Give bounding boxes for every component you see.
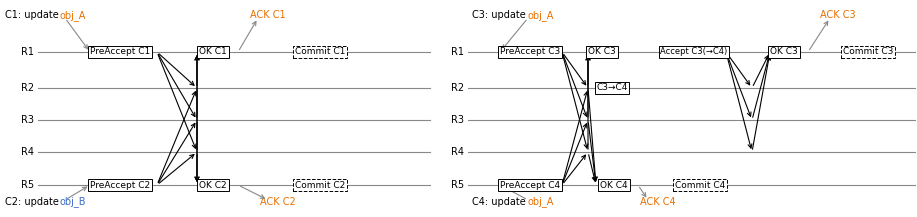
Text: Commit C1: Commit C1 [294,48,345,56]
Text: R3: R3 [451,115,464,125]
Text: PreAccept C2: PreAccept C2 [90,181,150,189]
Text: Commit C4: Commit C4 [675,181,725,189]
Text: PreAccept C3: PreAccept C3 [500,48,560,56]
Text: R1: R1 [451,47,464,57]
Text: ACK C2: ACK C2 [260,197,296,207]
Text: OK C2: OK C2 [199,181,226,189]
Text: C1: update: C1: update [5,10,61,20]
Text: R5: R5 [451,180,464,190]
Text: PreAccept C4: PreAccept C4 [500,181,560,189]
Text: OK C1: OK C1 [199,48,226,56]
Text: ACK C4: ACK C4 [640,197,676,207]
Text: PreAccept C1: PreAccept C1 [90,48,150,56]
Text: OK C4: OK C4 [601,181,628,189]
Text: R2: R2 [21,83,34,93]
Text: Accept C3(→C4): Accept C3(→C4) [660,48,727,56]
Text: OK C3: OK C3 [770,48,798,56]
Text: R2: R2 [451,83,464,93]
Text: Commit C2: Commit C2 [295,181,345,189]
Text: C3: update: C3: update [472,10,529,20]
Text: ACK C1: ACK C1 [250,10,285,20]
Text: R4: R4 [451,147,464,157]
Text: R4: R4 [21,147,34,157]
Text: R5: R5 [21,180,34,190]
Text: obj_A: obj_A [60,10,86,21]
Text: obj_A: obj_A [528,10,555,21]
Text: Commit C3: Commit C3 [843,48,893,56]
Text: obj_A: obj_A [528,196,555,207]
Text: C4: update: C4: update [472,197,529,207]
Text: obj_B: obj_B [60,196,86,207]
Text: OK C3: OK C3 [588,48,616,56]
Text: R1: R1 [21,47,34,57]
Text: ACK C3: ACK C3 [820,10,856,20]
Text: C3→C4: C3→C4 [596,84,628,92]
Text: C2: update: C2: update [5,197,62,207]
Text: R3: R3 [21,115,34,125]
